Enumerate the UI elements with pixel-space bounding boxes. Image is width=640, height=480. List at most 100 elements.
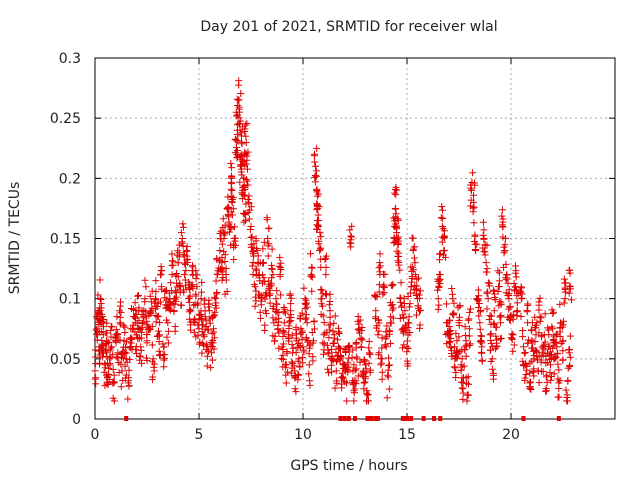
data-point xyxy=(531,338,539,346)
data-point xyxy=(345,363,353,371)
data-point xyxy=(115,307,123,315)
data-point xyxy=(322,271,330,279)
data-point xyxy=(326,307,334,315)
data-point xyxy=(197,295,205,303)
data-point xyxy=(403,348,411,356)
data-point xyxy=(172,293,180,301)
data-point xyxy=(519,343,527,351)
data-point xyxy=(171,287,179,295)
data-point xyxy=(487,346,495,354)
data-point xyxy=(435,250,443,258)
data-point xyxy=(517,288,525,296)
data-point xyxy=(331,312,339,320)
zero-value-marker xyxy=(421,416,426,421)
data-point xyxy=(506,303,514,311)
data-point xyxy=(242,139,250,147)
data-point xyxy=(275,314,283,322)
data-point xyxy=(548,351,556,359)
data-point xyxy=(456,302,464,310)
data-point xyxy=(135,304,143,312)
data-point xyxy=(373,322,381,330)
data-point xyxy=(165,305,173,313)
data-point xyxy=(378,334,386,342)
data-point xyxy=(326,298,334,306)
data-point xyxy=(484,295,492,303)
data-point xyxy=(189,263,197,271)
data-point xyxy=(521,374,529,382)
data-point xyxy=(405,303,413,311)
data-point xyxy=(376,250,384,258)
data-point xyxy=(346,239,354,247)
data-point xyxy=(475,300,483,308)
zero-value-marker xyxy=(409,416,414,421)
data-point xyxy=(453,337,461,345)
data-point xyxy=(391,185,399,193)
data-point xyxy=(387,281,395,289)
data-point xyxy=(555,366,563,374)
data-point xyxy=(138,307,146,315)
data-point xyxy=(252,267,260,275)
data-point xyxy=(150,367,158,375)
zero-value-marker xyxy=(124,416,129,421)
data-point xyxy=(288,331,296,339)
data-point xyxy=(492,336,500,344)
data-point xyxy=(218,264,226,272)
data-point xyxy=(480,226,488,234)
y-axis-ticks: 0 0.05 0.1 0.15 0.2 0.25 0.3 xyxy=(50,51,615,428)
data-point xyxy=(311,178,319,186)
data-point xyxy=(300,284,308,292)
data-point xyxy=(556,332,564,340)
data-point xyxy=(299,343,307,351)
data-point xyxy=(237,89,245,97)
data-point xyxy=(202,317,210,325)
data-point xyxy=(458,384,466,392)
data-point xyxy=(539,367,547,375)
data-point xyxy=(328,368,336,376)
data-point xyxy=(174,247,182,255)
data-point xyxy=(109,379,117,387)
data-point xyxy=(254,252,262,260)
data-point xyxy=(529,368,537,376)
data-point xyxy=(119,354,127,362)
data-point xyxy=(400,341,408,349)
data-point xyxy=(117,383,125,391)
data-point xyxy=(187,307,195,315)
zero-value-marker xyxy=(367,416,372,421)
data-point xyxy=(138,328,146,336)
data-point xyxy=(498,212,506,220)
data-point xyxy=(450,309,458,317)
data-point xyxy=(126,356,134,364)
data-point xyxy=(377,361,385,369)
data-point xyxy=(436,275,444,283)
data-point xyxy=(178,238,186,246)
data-point xyxy=(133,292,141,300)
data-point xyxy=(171,323,179,331)
data-point xyxy=(528,344,536,352)
data-point xyxy=(350,387,358,395)
data-point xyxy=(489,371,497,379)
data-point xyxy=(298,336,306,344)
data-point xyxy=(318,286,326,294)
data-point xyxy=(164,339,172,347)
data-point xyxy=(147,298,155,306)
data-point xyxy=(548,323,556,331)
data-point xyxy=(452,347,460,355)
data-point xyxy=(260,238,268,246)
zero-value-marker xyxy=(438,416,443,421)
data-point xyxy=(407,289,415,297)
data-point xyxy=(554,360,562,368)
data-point xyxy=(496,335,504,343)
data-point xyxy=(313,185,321,193)
data-point xyxy=(211,308,219,316)
data-point xyxy=(126,343,134,351)
data-point xyxy=(548,306,556,314)
data-point xyxy=(113,313,121,321)
data-point xyxy=(268,245,276,253)
data-point xyxy=(493,323,501,331)
data-point xyxy=(311,158,319,166)
data-point xyxy=(501,241,509,249)
data-point xyxy=(109,365,117,373)
data-point xyxy=(161,288,169,296)
data-point xyxy=(475,312,483,320)
data-point xyxy=(527,326,535,334)
